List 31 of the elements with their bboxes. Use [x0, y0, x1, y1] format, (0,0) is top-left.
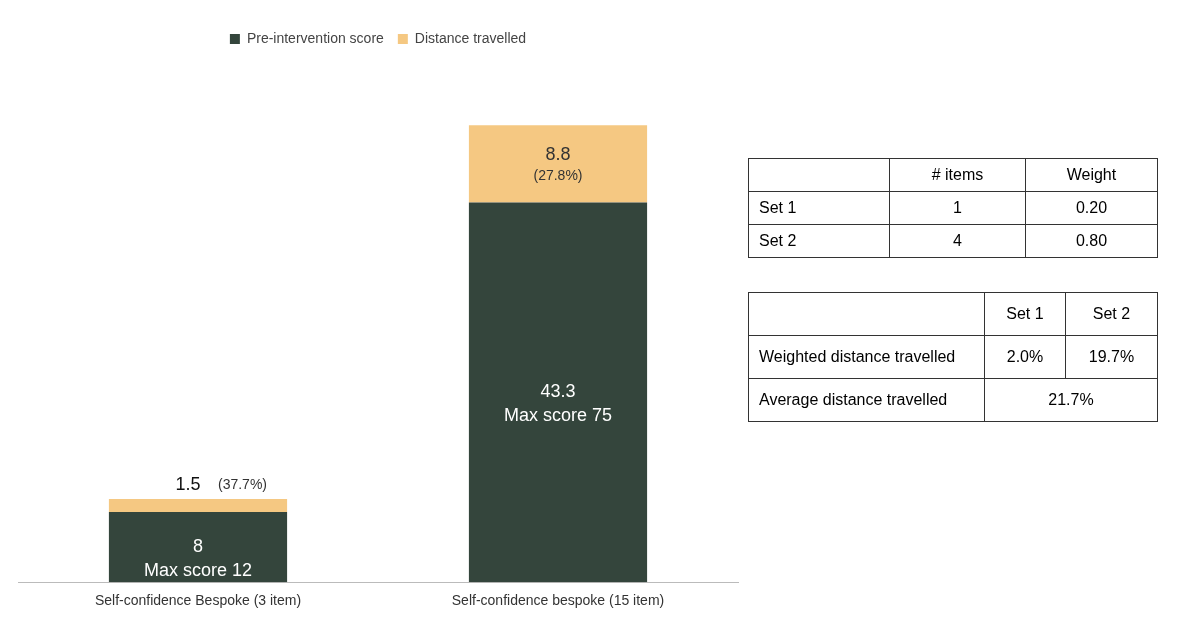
text: Weighted distance travelled [748, 335, 985, 379]
text: Set 1 [984, 292, 1066, 336]
data-label: 8.8 [545, 143, 571, 164]
text: # items [889, 158, 1026, 192]
annotation: (37.7%) [218, 475, 268, 492]
bar [468, 202, 648, 583]
x-tick-label: Self-confidence bespoke (15 item) [451, 592, 665, 609]
text: Set 2 [748, 224, 890, 258]
text: 2.0% [984, 335, 1066, 379]
text: 0.20 [1025, 191, 1158, 225]
legend-label: Pre-intervention score [246, 29, 385, 46]
text: Weight [1025, 158, 1158, 192]
x-tick-label: Self-confidence Bespoke (3 item) [94, 592, 302, 609]
annotation: Max score 12 [143, 560, 253, 581]
legend-label: Distance travelled [414, 29, 527, 46]
text: 4 [889, 224, 1026, 258]
text: 19.7% [1065, 335, 1158, 379]
data-label: 1.5 [175, 473, 201, 494]
data-label: 43.3 [540, 381, 576, 402]
text: 1 [889, 191, 1026, 225]
bar [108, 512, 288, 583]
annotation: Max score 75 [503, 405, 613, 426]
data-label: 8 [192, 536, 204, 557]
text: 0.80 [1025, 224, 1158, 258]
text: Set 1 [748, 191, 890, 225]
text: Set 2 [1065, 292, 1158, 336]
annotation: (27.8%) [533, 167, 583, 184]
text: 21.7% [984, 378, 1158, 422]
bar [108, 498, 288, 513]
bar [468, 125, 648, 203]
text: Average distance travelled [748, 378, 985, 422]
